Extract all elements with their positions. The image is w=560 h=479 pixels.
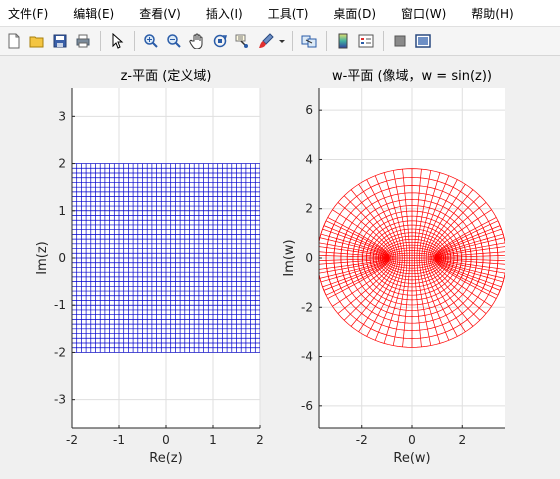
x-axis-label: Re(w): [393, 451, 430, 466]
series-group: [72, 163, 260, 353]
mapped-curve-vertical: [435, 228, 502, 288]
brush-dropdown-icon[interactable]: [278, 30, 286, 52]
mapped-curve-vertical: [429, 195, 481, 321]
figure-canvas: -2 -1 0 1 2 3 2 1 0 -1 -2 -3 z-平面 (定义域) Re(z) Im(z) -2 0…: [0, 56, 560, 475]
y-axis-label: Im(z): [35, 241, 50, 274]
mapped-curve-horizontal: [325, 177, 499, 292]
new-figure-icon[interactable]: [3, 30, 25, 52]
pointer-icon[interactable]: [106, 30, 128, 52]
toolbar-separator: [100, 31, 101, 51]
mapped-curve-horizontal: [319, 168, 505, 296]
x-tick-label: 0: [162, 433, 170, 447]
mapped-curve-vertical: [423, 179, 458, 337]
x-tick-label: -2: [66, 433, 78, 447]
y-tick-label: -4: [301, 350, 313, 364]
y-tick-label: -3: [54, 393, 66, 407]
figure-svg: -2 -1 0 1 2 3 2 1 0 -1 -2 -3 z-平面 (定义域) Re(z) Im(z) -2 0…: [35, 69, 505, 466]
mapped-curve-vertical: [416, 170, 432, 346]
y-tick-label: 3: [58, 109, 66, 123]
zoom-out-icon[interactable]: [163, 30, 185, 52]
link-plot-icon[interactable]: [298, 30, 320, 52]
mapped-curve-vertical: [432, 209, 492, 307]
mapped-curve-horizontal: [357, 210, 467, 278]
mapped-curve-vertical: [431, 202, 487, 314]
data-cursor-icon[interactable]: [232, 30, 254, 52]
y-axis-label: Im(w): [282, 239, 297, 276]
mapped-curve-vertical: [414, 169, 422, 347]
mapped-curve-horizontal: [340, 192, 484, 286]
mapped-curve-vertical: [436, 237, 505, 279]
save-icon[interactable]: [49, 30, 71, 52]
open-file-icon[interactable]: [26, 30, 48, 52]
mapped-curve-vertical: [436, 246, 505, 270]
mapped-curve-vertical: [434, 217, 497, 299]
mapped-curve-vertical: [435, 225, 501, 291]
chart-title: w-平面 (像域，w = sin(z)): [332, 69, 492, 84]
menu-item-1[interactable]: 编辑(E): [73, 6, 115, 21]
axes-z-plane: -2 -1 0 1 2 3 2 1 0 -1 -2 -3 z-平面 (定义域) Re(z) Im(z): [35, 69, 264, 466]
x-tick-label: 2: [256, 433, 264, 447]
x-axis-label: Re(z): [149, 451, 182, 466]
x-tick-label: -1: [113, 433, 125, 447]
toolbar-separator: [383, 31, 384, 51]
mapped-curve-vertical: [427, 189, 474, 327]
y-tick-label: 2: [58, 157, 66, 171]
menu-item-2[interactable]: 查看(V): [139, 6, 181, 21]
y-tick-label: 4: [305, 152, 313, 166]
menu-item-4[interactable]: 工具(T): [267, 6, 309, 21]
toolbar-separator: [292, 31, 293, 51]
x-tick-label: 2: [458, 433, 466, 447]
toolbar-separator: [134, 31, 135, 51]
menu-item-0[interactable]: 文件(F): [8, 6, 49, 21]
y-tick-label: -2: [54, 345, 66, 359]
mapped-curve-horizontal: [352, 205, 472, 280]
menu-item-6[interactable]: 窗口(W): [401, 6, 447, 21]
zoom-in-icon[interactable]: [140, 30, 162, 52]
pan-icon[interactable]: [186, 30, 208, 52]
y-tick-label: 2: [305, 202, 313, 216]
x-tick-label: 1: [209, 433, 217, 447]
menu-item-7[interactable]: 帮助(H): [471, 6, 514, 21]
menu-item-5[interactable]: 桌面(D): [333, 6, 377, 21]
hide-plot-tools-icon[interactable]: [389, 30, 411, 52]
colorbar-icon[interactable]: [332, 30, 354, 52]
y-tick-label: 6: [305, 103, 313, 117]
y-tick-label: 0: [305, 251, 313, 265]
y-tick-label: -1: [54, 298, 66, 312]
menubar: 文件(F) 编辑(E) 查看(V) 插入(I) 工具(T) 桌面(D) 窗口(W) 帮助(H): [0, 0, 560, 26]
mapped-curve-horizontal: [333, 185, 491, 289]
rotate-3d-icon[interactable]: [209, 30, 231, 52]
y-tick-label: -2: [301, 300, 313, 314]
mapped-curve-vertical: [425, 184, 466, 332]
toolbar-separator: [326, 31, 327, 51]
x-tick-label: 0: [408, 433, 416, 447]
y-tick-label: 0: [58, 251, 66, 265]
toolbar: [0, 26, 560, 56]
legend-icon[interactable]: [355, 30, 377, 52]
x-tick-label: -2: [356, 433, 368, 447]
mapped-curve-vertical: [419, 172, 441, 344]
chart-title: z-平面 (定义域): [121, 69, 212, 84]
show-plot-tools-icon[interactable]: [412, 30, 434, 52]
axes-w-plane: -2 0 2 6 4 2 0 -2 -4 -6 w-平面 (像域，w = sin(z)) Re(w) I…: [282, 69, 505, 466]
mapped-curve-vertical: [434, 220, 499, 296]
menu-item-3[interactable]: 插入(I): [205, 6, 243, 21]
mapped-curve-vertical: [421, 175, 450, 341]
mapped-curve-horizontal: [346, 199, 478, 283]
series-group: [319, 168, 505, 348]
brush-icon[interactable]: [255, 30, 277, 52]
y-tick-label: -6: [301, 399, 313, 413]
print-icon[interactable]: [72, 30, 94, 52]
y-tick-label: 1: [58, 204, 66, 218]
